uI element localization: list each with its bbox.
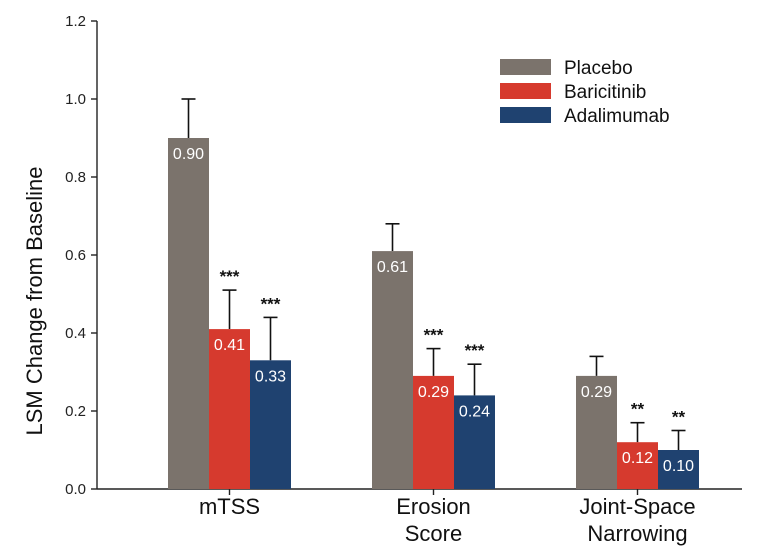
bar-value-label: 0.41 xyxy=(214,337,245,354)
x-category-label: Narrowing xyxy=(587,521,687,546)
bar-value-label: 0.12 xyxy=(622,450,653,467)
significance-marker: *** xyxy=(465,341,485,360)
bar-adalimumab xyxy=(250,360,291,489)
bar-value-label: 0.61 xyxy=(377,259,408,276)
significance-marker: *** xyxy=(261,294,281,313)
y-tick-label: 0.6 xyxy=(65,247,86,264)
bar-adalimumab xyxy=(454,395,495,489)
y-tick-label: 1.2 xyxy=(65,13,86,30)
bar-value-label: 0.29 xyxy=(418,384,449,401)
legend-label: Adalimumab xyxy=(564,106,670,127)
bar-value-label: 0.24 xyxy=(459,403,490,420)
legend-swatch-baricitinib xyxy=(500,83,551,99)
bar-value-label: 0.90 xyxy=(173,146,204,163)
legend-swatch-placebo xyxy=(500,59,551,75)
x-category-label: mTSS xyxy=(199,494,260,519)
bar-baricitinib xyxy=(413,375,454,489)
bar-value-label: 0.10 xyxy=(663,458,694,475)
y-tick-label: 0.4 xyxy=(65,325,86,342)
bar-adalimumab xyxy=(658,450,699,489)
x-category-label: Erosion xyxy=(396,494,471,519)
legend-label: Placebo xyxy=(564,58,633,79)
bar-baricitinib xyxy=(209,329,250,489)
significance-marker: ** xyxy=(631,400,645,419)
significance-marker: *** xyxy=(220,267,240,286)
legend-swatch-adalimumab xyxy=(500,107,551,123)
significance-marker: ** xyxy=(672,408,686,427)
bar-value-label: 0.33 xyxy=(255,368,286,385)
y-axis-label: LSM Change from Baseline xyxy=(22,166,47,435)
y-tick-label: 0.2 xyxy=(65,403,86,420)
bar-placebo xyxy=(168,138,209,489)
x-category-label: Score xyxy=(405,521,462,546)
significance-marker: *** xyxy=(424,326,444,345)
y-tick-label: 1.0 xyxy=(65,91,86,108)
bar-value-label: 0.29 xyxy=(581,384,612,401)
bar-placebo xyxy=(372,251,413,489)
bar-placebo xyxy=(576,375,617,489)
legend-label: Baricitinib xyxy=(564,82,646,103)
y-tick-label: 0.0 xyxy=(65,481,86,498)
x-category-label: Joint-Space xyxy=(579,494,695,519)
y-tick-label: 0.8 xyxy=(65,169,86,186)
bar-baricitinib xyxy=(617,442,658,489)
